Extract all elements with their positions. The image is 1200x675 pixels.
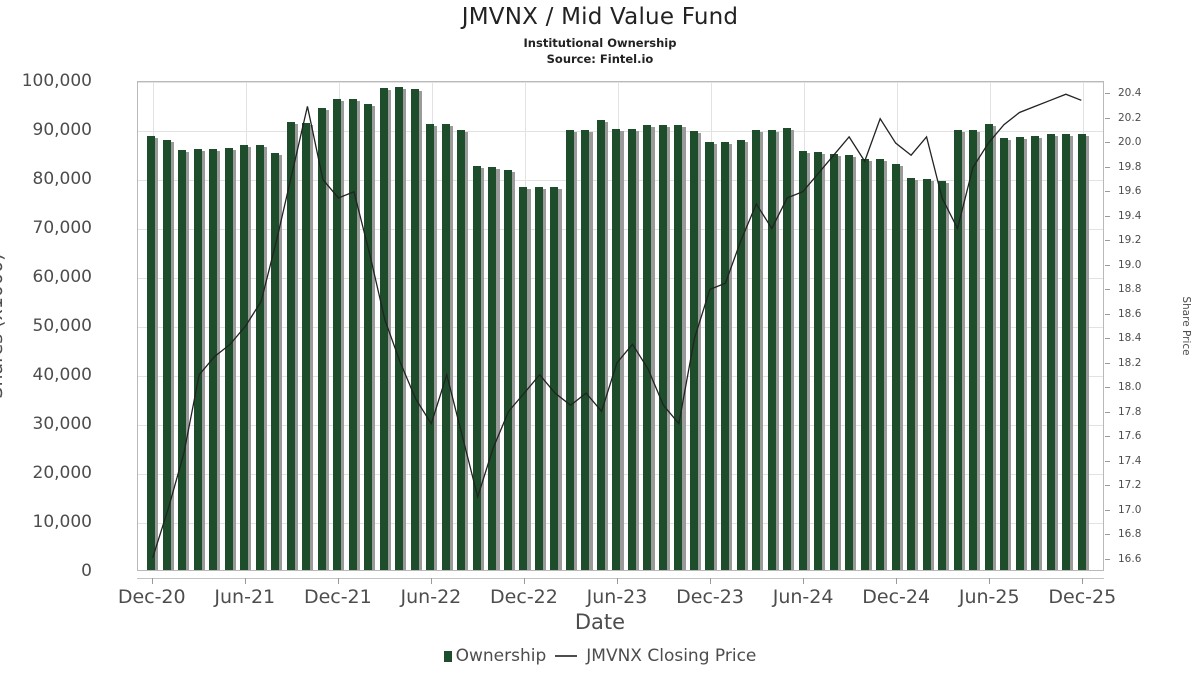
x-axis-tick-label: Jun-22 — [400, 586, 462, 608]
legend-label-closing-price: JMVNX Closing Price — [586, 646, 757, 666]
x-axis-tick-label: Dec-23 — [676, 586, 744, 608]
y-axis-right-tickmark — [1105, 240, 1110, 242]
x-axis-tick-label: Jun-21 — [214, 586, 276, 608]
chart-title: JMVNX / Mid Value Fund — [461, 4, 739, 30]
x-axis-tickmark — [523, 578, 525, 584]
y-axis-right-tick-label: 16.6 — [1118, 552, 1142, 565]
y-axis-right-tick-label: 16.8 — [1118, 528, 1142, 541]
y-axis-left-tick-label: 90,000 — [32, 120, 92, 140]
y-axis-right-tick-label: 17.8 — [1118, 405, 1142, 418]
y-axis-right-tick-label: 17.6 — [1118, 430, 1142, 443]
x-axis-tickmark — [244, 578, 246, 584]
legend-line-closing-price — [555, 655, 578, 657]
y-axis-right-tick-label: 18.6 — [1118, 307, 1142, 320]
y-axis-right-tickmark — [1105, 534, 1110, 536]
y-axis-right-tick-label: 18.8 — [1118, 283, 1142, 296]
y-axis-right-tick-label: 20.2 — [1118, 111, 1142, 124]
y-axis-left-label: Shares (x1000) — [0, 253, 7, 399]
y-axis-right-tickmark — [1105, 411, 1110, 413]
y-axis-right-tickmark — [1105, 362, 1110, 364]
x-axis-tick-label: Dec-24 — [862, 586, 931, 608]
y-axis-right-tick-label: 20.4 — [1118, 87, 1142, 100]
y-axis-right-tickmark — [1105, 509, 1110, 511]
legend-label-ownership: Ownership — [455, 646, 547, 666]
y-axis-right-tickmark — [1105, 289, 1110, 291]
y-axis-right-tickmark — [1105, 436, 1110, 438]
y-axis-right-tick-label: 19.4 — [1118, 209, 1142, 222]
y-axis-left-tick-label: 10,000 — [32, 512, 92, 532]
x-axis-tick-label: Jun-24 — [772, 586, 834, 608]
x-axis-tickmark — [989, 578, 991, 584]
y-axis-right-tickmark — [1105, 264, 1110, 266]
x-axis-tickmark — [337, 578, 339, 584]
chart-subtitle: Institutional Ownership — [523, 36, 677, 50]
y-axis-right-tickmark — [1105, 338, 1110, 340]
x-axis-tick-label: Jun-25 — [958, 586, 1020, 608]
chart-source: Source: Fintel.io — [546, 52, 654, 66]
x-axis-tickmark — [617, 578, 618, 584]
x-axis-tickmark — [710, 578, 712, 584]
y-axis-left-tick-label: 80,000 — [32, 169, 92, 189]
x-axis-tickmark — [430, 578, 432, 584]
y-axis-right-tickmark — [1105, 117, 1110, 119]
y-axis-left-tick-label: 0 — [81, 561, 92, 581]
y-axis-right-tickmark — [1105, 191, 1110, 193]
x-axis-tickmark — [896, 578, 898, 584]
y-axis-right-tickmark — [1105, 313, 1110, 315]
bar-shadow — [1084, 136, 1089, 570]
x-axis-tickmark — [803, 578, 805, 584]
x-axis-tickmark — [151, 578, 153, 584]
y-axis-right-tick-label: 19.8 — [1118, 160, 1142, 173]
x-axis-tick-label: Dec-20 — [117, 586, 186, 608]
y-axis-right-tickmark — [1105, 485, 1110, 487]
legend-item-ownership[interactable]: Ownership — [443, 646, 547, 666]
y-axis-left-tick-label: 30,000 — [32, 414, 92, 434]
y-axis-right-tickmark — [1105, 93, 1110, 95]
x-axis-line — [137, 578, 1104, 579]
y-axis-right-tick-label: 17.0 — [1118, 503, 1142, 516]
y-axis-left-tick-label: 40,000 — [32, 365, 92, 385]
chart-legend: Ownership JMVNX Closing Price — [0, 646, 1200, 666]
x-axis-tick-label: Dec-22 — [490, 586, 558, 608]
y-axis-right-tick-label: 18.4 — [1118, 332, 1142, 345]
y-axis-left-tick-label: 50,000 — [32, 316, 92, 336]
gridline-horizontal — [138, 82, 1103, 83]
x-axis-tickmark — [1082, 578, 1084, 584]
y-axis-left-tick-label: 100,000 — [21, 71, 92, 91]
y-axis-right-tick-label: 18.0 — [1118, 381, 1142, 394]
plot-area — [137, 81, 1104, 571]
y-axis-right-tickmark — [1105, 558, 1110, 560]
y-axis-right-tick-label: 18.2 — [1118, 356, 1142, 369]
y-axis-right-tick-label: 19.2 — [1118, 234, 1142, 247]
y-axis-right-tick-label: 20.0 — [1118, 136, 1142, 149]
y-axis-right-tick-label: 19.6 — [1118, 185, 1142, 198]
bar-ownership[interactable] — [1077, 134, 1086, 570]
y-axis-left-tick-label: 60,000 — [32, 267, 92, 287]
y-axis-right-tickmark — [1105, 387, 1110, 389]
x-axis-tick-label: Jun-23 — [586, 586, 648, 608]
y-axis-left-tick-label: 20,000 — [32, 463, 92, 483]
y-axis-right-tickmark — [1105, 460, 1110, 462]
y-axis-right-tick-label: 17.4 — [1118, 454, 1142, 467]
x-axis-label: Date — [574, 610, 626, 634]
y-axis-right-tickmark — [1105, 166, 1110, 168]
y-axis-right-tickmark — [1105, 142, 1110, 144]
x-axis-tick-label: Dec-25 — [1048, 586, 1117, 608]
x-axis-tick-label: Dec-21 — [303, 586, 372, 608]
y-axis-right-label: Share Price — [1180, 296, 1192, 356]
legend-item-closing-price[interactable]: JMVNX Closing Price — [546, 646, 756, 666]
y-axis-right-tick-label: 17.2 — [1118, 479, 1142, 492]
y-axis-right-tick-label: 19.0 — [1118, 258, 1142, 271]
y-axis-left-tick-label: 70,000 — [32, 218, 92, 238]
y-axis-right-tickmark — [1105, 215, 1110, 217]
bar-ownership[interactable] — [147, 136, 156, 570]
legend-swatch-ownership — [443, 650, 452, 662]
